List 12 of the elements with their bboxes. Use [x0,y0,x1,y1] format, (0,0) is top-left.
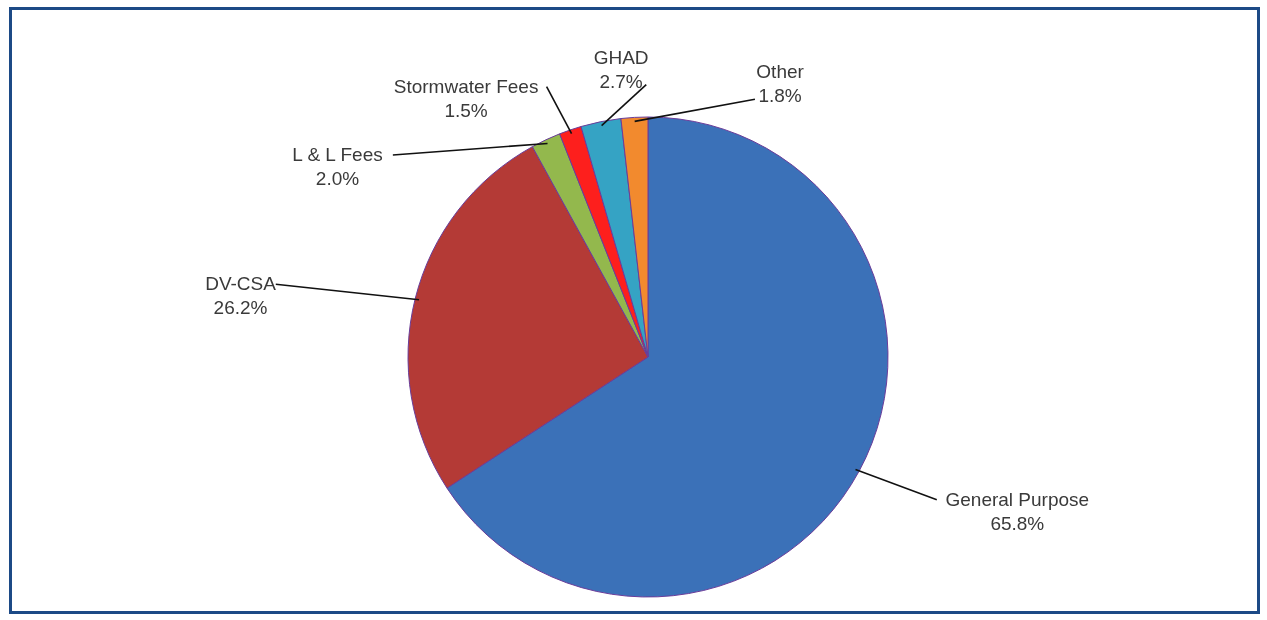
data-label: 1.5% [444,99,488,121]
slice-label: DV-CSA [205,273,277,295]
data-label: 26.2% [213,297,268,319]
slice-label: L & L Fees [292,143,383,165]
data-label: 2.0% [315,167,360,189]
data-label: 1.8% [758,85,802,107]
data-label: 2.7% [599,70,643,92]
slice-label: Other [756,61,805,83]
slice-label: GHAD [593,46,649,68]
slice-label: Stormwater Fees [393,75,539,97]
data-label: 65.8% [990,512,1045,534]
slice-label: General Purpose [945,488,1090,510]
